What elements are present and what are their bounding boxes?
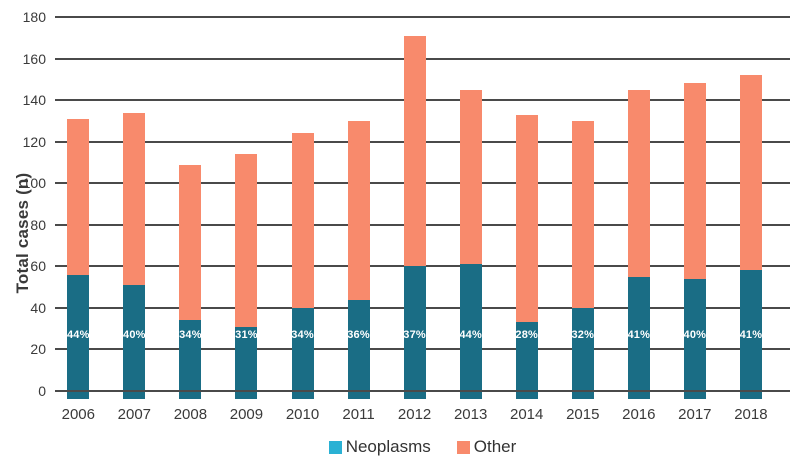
x-tick-label-2010: 2010 <box>285 406 320 423</box>
x-tick-label-2016: 2016 <box>622 406 656 423</box>
other-bar-segment-2012 <box>403 35 426 267</box>
neoplasms-bar-segment-2006 <box>67 274 90 399</box>
gridline-180 <box>55 16 790 18</box>
x-tick-label-2014: 2014 <box>510 406 544 423</box>
bar-percentage-label-2011: 36% <box>347 329 370 341</box>
bar-percentage-label-2010: 34% <box>291 329 314 341</box>
bar-percentage-label-2017: 40% <box>683 329 707 341</box>
x-tick-label-2008: 2008 <box>173 406 208 423</box>
bar-percentage-label-2009: 31% <box>235 329 258 341</box>
other-bar-segment-2008 <box>179 164 202 321</box>
other-bar-segment-2006 <box>67 118 90 275</box>
other-bar-segment-2010 <box>291 133 314 308</box>
other-bar-segment-2011 <box>347 120 370 300</box>
other-bar-segment-2015 <box>571 120 594 308</box>
other-bar-segment-2018 <box>739 75 762 271</box>
legend-item-neoplasms: Neoplasms <box>328 437 431 457</box>
neoplasms-bar-segment-2017 <box>683 278 706 399</box>
y-tick-label-120: 120 <box>22 133 46 150</box>
neoplasms-bar-segment-2010 <box>291 307 314 399</box>
bar-percentage-label-2015: 32% <box>571 329 595 341</box>
gridline-0 <box>55 390 790 392</box>
neoplasms-bar-segment-2008 <box>179 320 202 399</box>
y-tick-label-0: 0 <box>38 383 46 399</box>
legend-item-other: Other <box>456 437 517 457</box>
y-tick-label-60: 60 <box>30 258 46 275</box>
neoplasms-bar-segment-2012 <box>403 266 426 399</box>
legend-swatch-neoplasms-icon <box>328 440 342 454</box>
other-bar-segment-2007 <box>123 112 146 286</box>
x-tick-label-2017: 2017 <box>678 406 712 423</box>
y-tick-label-180: 180 <box>22 9 46 25</box>
bar-percentage-label-2018: 41% <box>739 329 763 341</box>
bar-percentage-label-2007: 40% <box>123 329 146 341</box>
neoplasms-bar-segment-2015 <box>571 307 594 399</box>
bar-percentage-label-2016: 41% <box>627 329 651 341</box>
neoplasms-bar-segment-2007 <box>123 285 146 399</box>
neoplasms-bar-segment-2011 <box>347 299 370 399</box>
x-tick-label-2015: 2015 <box>566 406 600 423</box>
neoplasms-bar-segment-2018 <box>739 270 762 399</box>
y-tick-label-80: 80 <box>30 216 46 233</box>
x-tick-label-2013: 2013 <box>453 406 488 423</box>
legend: Neoplasms Other <box>55 437 790 457</box>
x-tick-label-2011: 2011 <box>342 406 375 423</box>
neoplasms-bar-segment-2013 <box>459 264 482 399</box>
y-tick-label-20: 20 <box>30 341 46 358</box>
x-tick-label-2009: 2009 <box>229 406 264 423</box>
x-tick-label-2006: 2006 <box>61 406 95 423</box>
y-tick-label-160: 160 <box>22 50 46 67</box>
other-bar-segment-2016 <box>627 89 650 277</box>
bar-percentage-label-2006: 44% <box>66 329 90 341</box>
other-bar-segment-2017 <box>683 83 706 279</box>
y-tick-label-40: 40 <box>30 299 46 316</box>
x-tick-label-2007: 2007 <box>117 406 152 423</box>
y-tick-label-140: 140 <box>22 92 46 109</box>
neoplasms-bar-segment-2009 <box>235 326 258 399</box>
bar-percentage-label-2012: 37% <box>403 329 426 341</box>
other-bar-segment-2009 <box>235 154 258 327</box>
legend-label-neoplasms: Neoplasms <box>345 437 431 456</box>
neoplasms-bar-segment-2016 <box>627 276 650 399</box>
x-tick-label-2018: 2018 <box>734 406 768 423</box>
plot-area: 44% 40% 34% 31% 34% 36% 37% 44% 28% 32% 41% 40% 41% <box>55 16 790 399</box>
legend-label-other: Other <box>473 437 517 456</box>
bar-percentage-label-2014: 28% <box>515 329 538 341</box>
legend-swatch-other-icon <box>456 440 470 454</box>
y-tick-label-100: 100 <box>22 175 46 192</box>
other-bar-segment-2013 <box>459 89 482 265</box>
bar-percentage-label-2008: 34% <box>179 329 202 341</box>
x-tick-label-2012: 2012 <box>397 406 432 423</box>
bar-percentage-label-2013: 44% <box>459 329 482 341</box>
other-bar-segment-2014 <box>515 114 538 323</box>
neoplasms-bar-segment-2014 <box>515 322 538 399</box>
